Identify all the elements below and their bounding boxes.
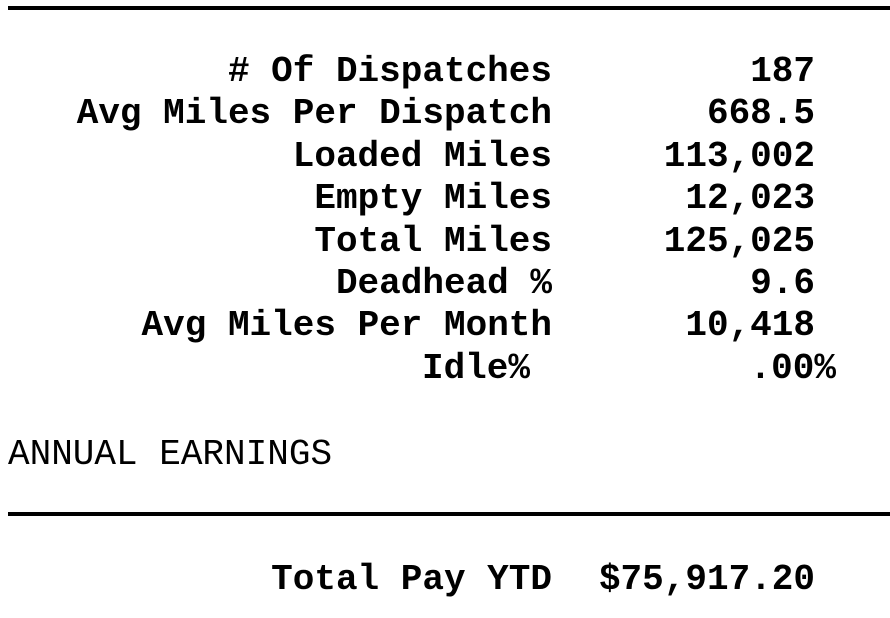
stat-value: 187 (750, 51, 815, 92)
stat-label: Loaded Miles (292, 135, 552, 177)
stat-value: 125,025 (663, 220, 815, 262)
stat-value: 668.5 (706, 93, 815, 135)
stat-value: 9.6 (750, 263, 815, 304)
top-rule (8, 6, 890, 10)
stat-value: 10,418 (685, 305, 815, 347)
stat-label: Deadhead % (335, 263, 552, 304)
stat-label: Total Miles (314, 220, 552, 262)
section-rule (8, 512, 890, 516)
total-label: Total Pay YTD (271, 559, 552, 600)
stat-value: .00% (749, 347, 836, 389)
stat-label: Avg Miles Per Dispatch (76, 93, 552, 135)
stat-label: # Of Dispatches (227, 51, 552, 92)
stat-label: Idle% (421, 347, 530, 389)
stat-value: 113,002 (663, 135, 815, 177)
stat-label: Empty Miles (314, 178, 552, 220)
stat-value: 12,023 (685, 178, 815, 220)
section-heading: ANNUAL EARNINGS (8, 434, 333, 475)
stat-label: Avg Miles Per Month (141, 305, 552, 347)
total-value: $75,917.20 (598, 559, 815, 600)
